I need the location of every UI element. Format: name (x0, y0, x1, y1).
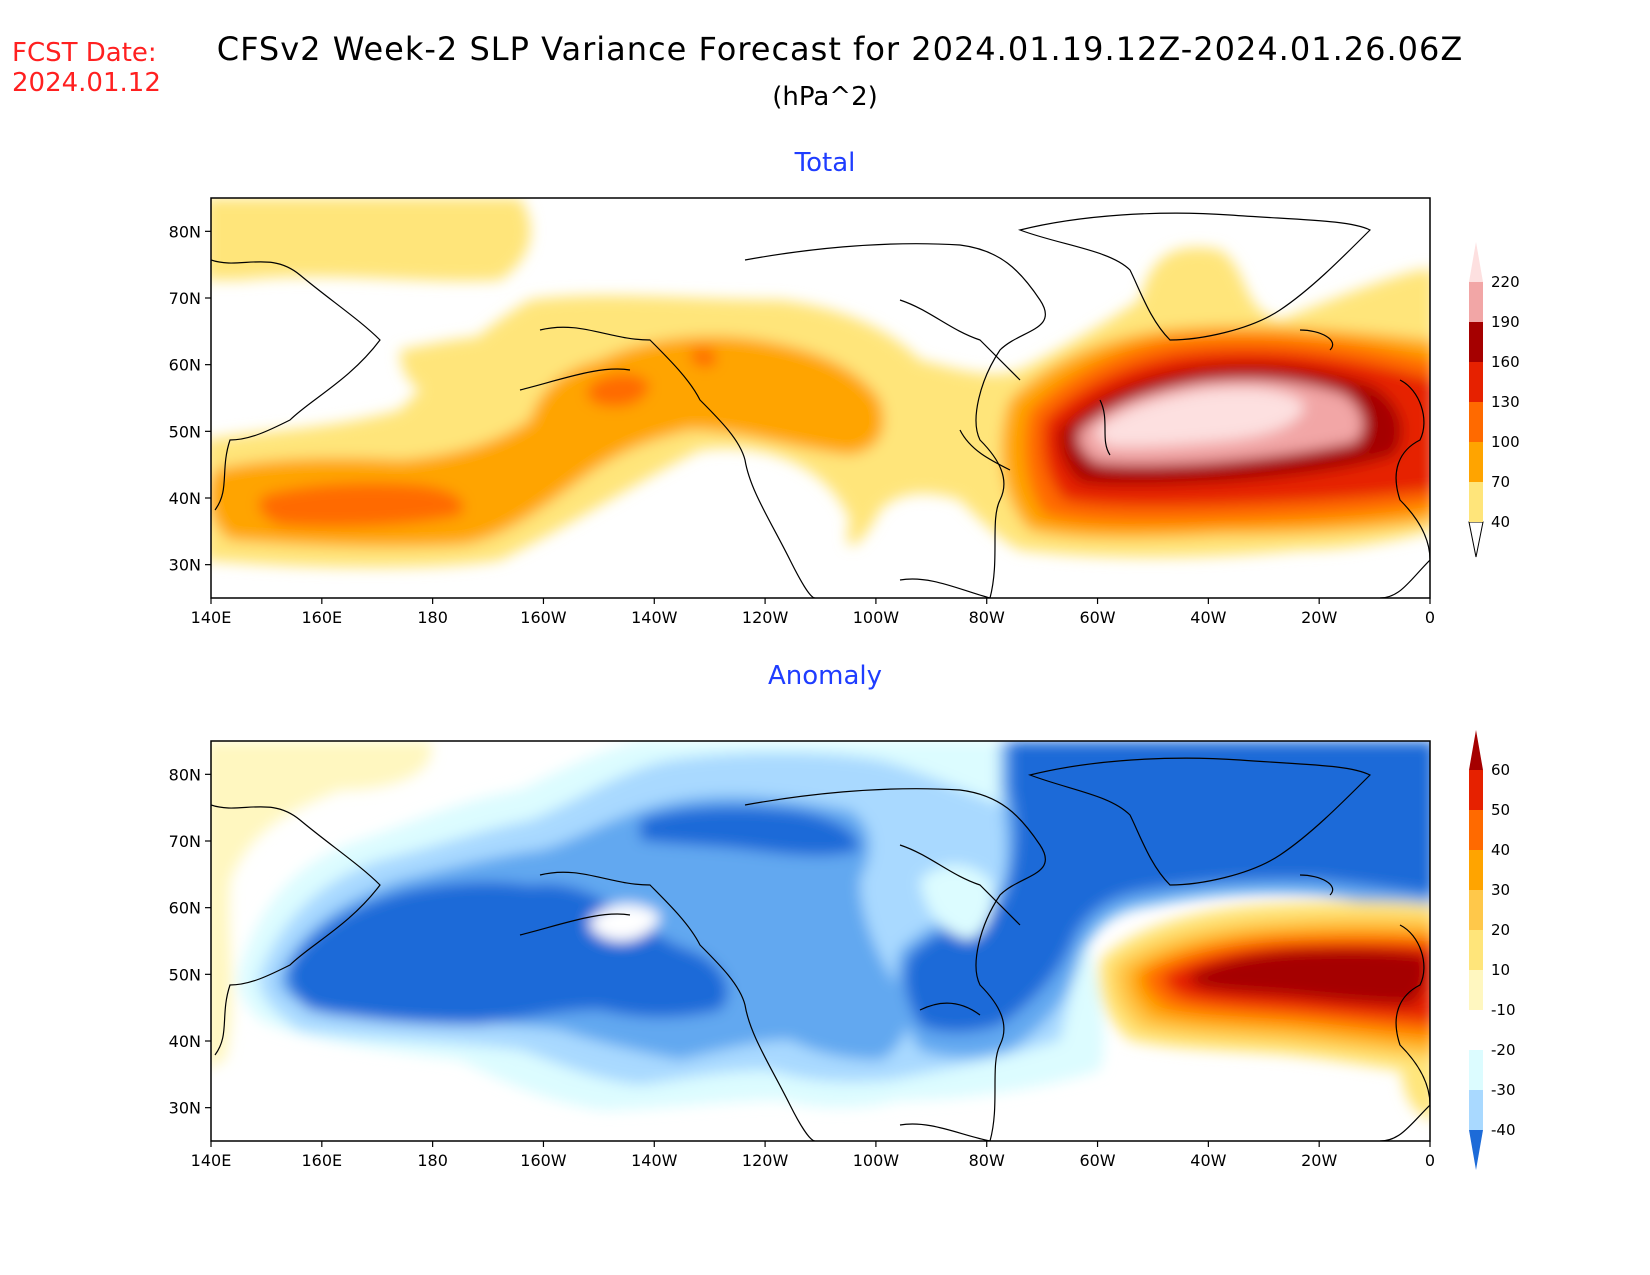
total-y-tick-label: 30N (169, 556, 201, 575)
anomaly-colorbar-over-arrow (1469, 730, 1483, 770)
total-y-tick-label: 60N (169, 356, 201, 375)
anomaly-x-tick-label: 40W (1190, 1151, 1226, 1170)
total-colorbar-swatch (1469, 282, 1483, 322)
forecast-date-block: FCST Date: 2024.01.12 (12, 38, 161, 98)
anomaly-colorbar: 60 50 40 30 20 10 -10 -20 -30 -40 (1469, 730, 1516, 1170)
forecast-date-label: FCST Date: (12, 38, 157, 68)
anomaly-x-tick-label: 80W (969, 1151, 1005, 1170)
page-title: CFSv2 Week-2 SLP Variance Forecast for 2… (216, 30, 1464, 68)
anomaly-y-tick-label: 60N (169, 899, 201, 918)
total-x-tick-label: 140W (631, 608, 678, 627)
anomaly-x-tick-label: 60W (1079, 1151, 1115, 1170)
anomaly-x-tick-label: 100W (853, 1151, 900, 1170)
total-x-tick-label: 180 (417, 608, 448, 627)
anomaly-colorbar-swatch (1469, 770, 1483, 810)
forecast-date-value: 2024.01.12 (12, 68, 161, 98)
anomaly-colorbar-swatch (1469, 1090, 1483, 1130)
anomaly-x-tick-label: 160W (520, 1151, 567, 1170)
total-contour-100 (258, 483, 464, 527)
anomaly-map: 140E 160E 180 160W 140W 120W 100W 80W 60W 40W 20W 0… (169, 730, 1516, 1170)
total-y-tick-label: 50N (169, 422, 201, 441)
anomaly-colorbar-label: -40 (1491, 1121, 1516, 1139)
anomaly-colorbar-swatch (1469, 850, 1483, 890)
anomaly-colorbar-under-arrow (1469, 1130, 1483, 1170)
anomaly-x-tick-label: 20W (1301, 1151, 1337, 1170)
anomaly-colorbar-label: -10 (1491, 1001, 1516, 1019)
total-colorbar-under-arrow (1468, 521, 1484, 558)
total-x-tick-label: 80W (969, 608, 1005, 627)
total-x-tick-label: 0 (1425, 608, 1435, 627)
total-colorbar-label: 40 (1491, 513, 1510, 531)
anomaly-colorbar-label: 40 (1491, 841, 1510, 859)
anomaly-colorbar-swatch (1469, 890, 1483, 930)
total-colorbar-swatch (1469, 482, 1483, 522)
total-colorbar-swatch (1469, 402, 1483, 442)
anomaly-y-tick-label: 40N (169, 1032, 201, 1051)
total-y-tick-label: 40N (169, 489, 201, 508)
total-axes: 140E 160E 180 160W 140W 120W 100W 80W 60W 40W 20W 0… (169, 222, 1435, 627)
anomaly-coastlines (211, 757, 1430, 1141)
total-colorbar-label: 130 (1491, 393, 1520, 411)
total-contour-220 (1096, 388, 1305, 447)
anomaly-y-tick-label: 30N (169, 1099, 201, 1118)
total-map: 140E 160E 180 160W 140W 120W 100W 80W 60W 40W 20W 0… (169, 197, 1520, 627)
total-y-tick-label: 70N (169, 289, 201, 308)
total-colorbar-label: 220 (1491, 273, 1520, 291)
anomaly-colorbar-label: -20 (1491, 1041, 1516, 1059)
total-colorbar: 40 70 100 130 160 190 220 (1468, 242, 1520, 558)
anomaly-x-tick-label: 120W (742, 1151, 789, 1170)
total-x-tick-label: 60W (1079, 608, 1115, 627)
total-x-tick-label: 160E (301, 608, 342, 627)
anomaly-x-tick-label: 0 (1425, 1151, 1435, 1170)
total-colorbar-label: 100 (1491, 433, 1520, 451)
total-colorbar-label: 70 (1491, 473, 1510, 491)
anomaly-colorbar-swatch (1469, 810, 1483, 850)
total-colorbar-swatch (1469, 442, 1483, 482)
anomaly-x-tick-label: 140E (191, 1151, 232, 1170)
anomaly-colorbar-swatch (1469, 930, 1483, 970)
total-x-tick-label: 100W (853, 608, 900, 627)
total-x-tick-label: 140E (191, 608, 232, 627)
anomaly-y-tick-label: 50N (169, 965, 201, 984)
anomaly-colorbar-label: 20 (1491, 921, 1510, 939)
anomaly-colorbar-label: 10 (1491, 961, 1510, 979)
anomaly-colorbar-label: 60 (1491, 761, 1510, 779)
total-x-tick-label: 40W (1190, 608, 1226, 627)
total-colorbar-label: 160 (1491, 353, 1520, 371)
anomaly-colorbar-label: 50 (1491, 801, 1510, 819)
anomaly-x-tick-label: 180 (417, 1151, 448, 1170)
anomaly-x-tick-label: 160E (301, 1151, 342, 1170)
anomaly-y-tick-label: 70N (169, 832, 201, 851)
anomaly-contour-60 (1189, 949, 1427, 1005)
total-colorbar-over-arrow (1469, 242, 1483, 282)
anomaly-colorbar-label: -30 (1491, 1081, 1516, 1099)
anomaly-colorbar-swatch (1469, 1050, 1483, 1090)
anomaly-colorbar-swatch (1469, 970, 1483, 1010)
anomaly-y-tick-label: 80N (169, 765, 201, 784)
total-y-tick-label: 80N (169, 222, 201, 241)
anomaly-colorbar-swatch (1469, 1010, 1483, 1050)
total-x-tick-label: 20W (1301, 608, 1337, 627)
total-coastlines (211, 212, 1430, 598)
total-colorbar-swatch (1469, 322, 1483, 362)
anomaly-x-tick-label: 140W (631, 1151, 678, 1170)
total-x-tick-label: 120W (742, 608, 789, 627)
total-panel-title: Total (794, 148, 856, 178)
anomaly-colorbar-label: 30 (1491, 881, 1510, 899)
total-x-tick-label: 160W (520, 608, 567, 627)
anomaly-axes: 140E 160E 180 160W 140W 120W 100W 80W 60W 40W 20W 0… (169, 765, 1435, 1170)
total-colorbar-label: 190 (1491, 313, 1520, 331)
total-colorbar-swatch (1469, 362, 1483, 402)
units-label: (hPa^2) (772, 82, 878, 112)
anomaly-panel-title: Anomaly (767, 661, 883, 691)
